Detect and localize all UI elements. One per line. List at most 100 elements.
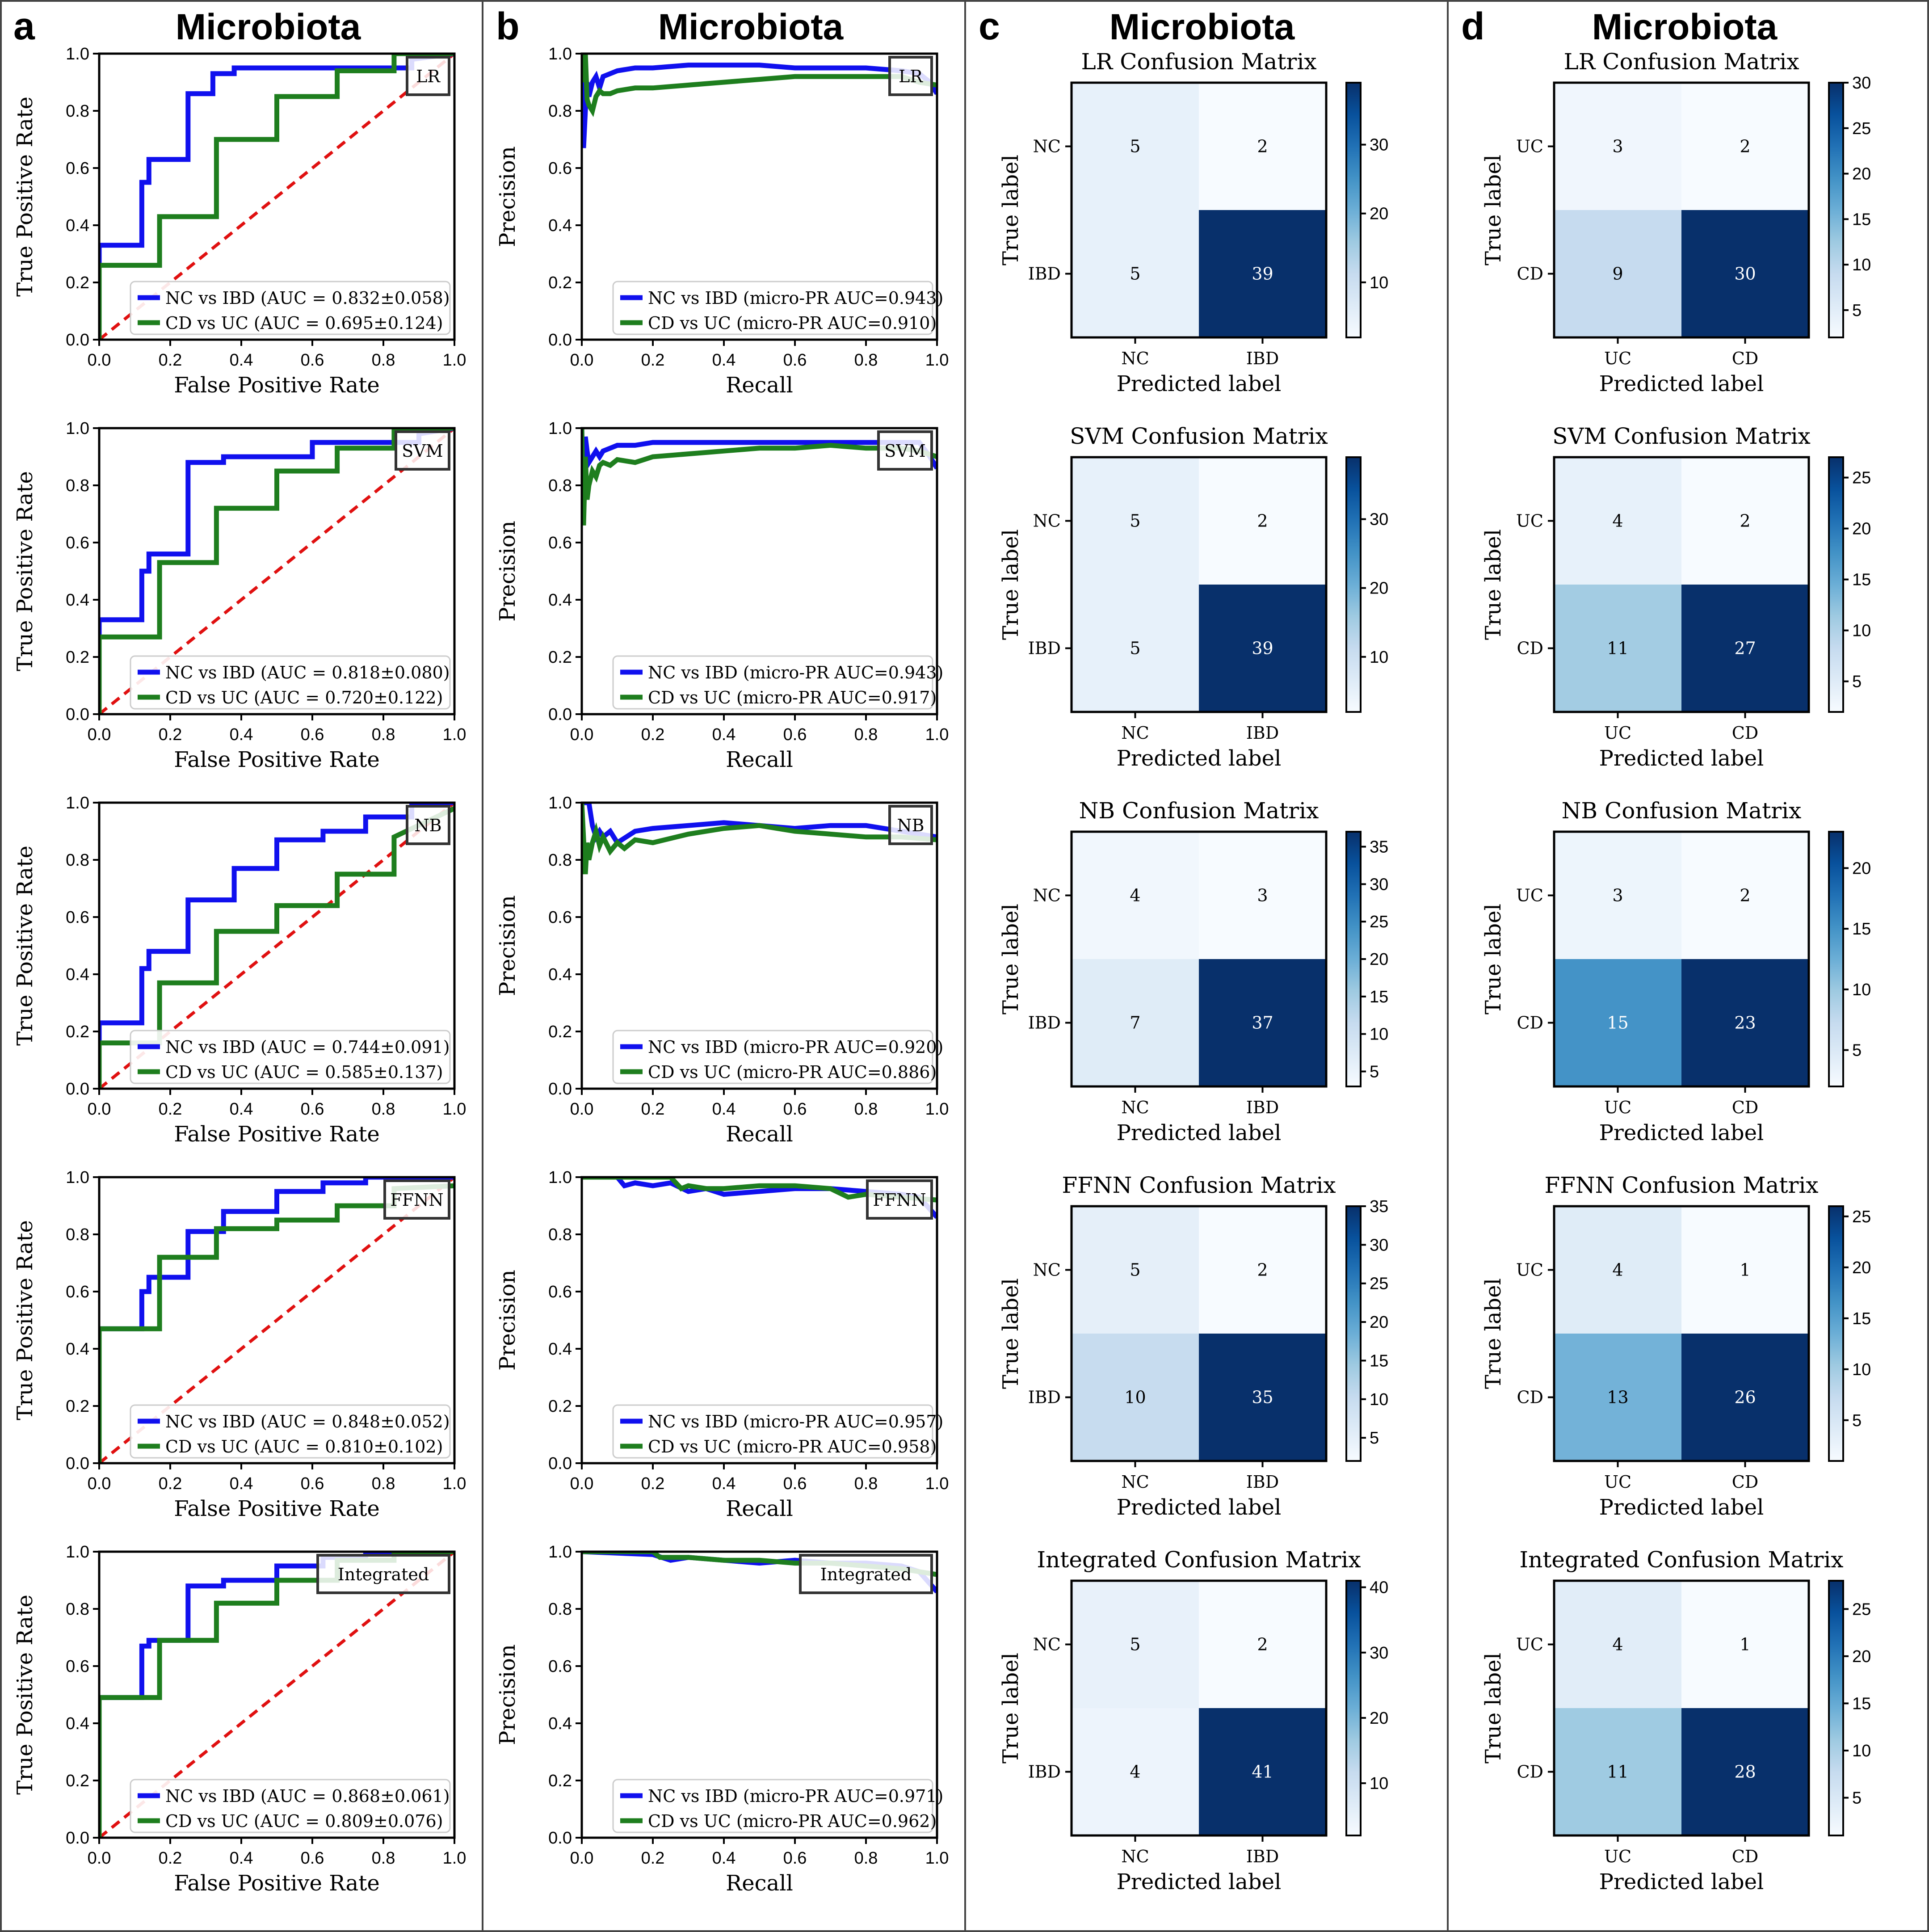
confusion-matrix-0: LR Confusion Matrix 3 2 9 30 UC UC CD CD Predicte… (1481, 49, 1871, 396)
y-axis-label: True label (1481, 529, 1506, 640)
y-tick-label: 0.8 (66, 851, 89, 870)
series-line-green (99, 428, 454, 714)
matrix-cell-value: 23 (1734, 1013, 1756, 1033)
matrix-cell-value: 13 (1607, 1388, 1628, 1407)
matrix-cell (1199, 1581, 1326, 1708)
x-tick-label: 1.0 (925, 1849, 949, 1868)
matrix-cell (1681, 1708, 1809, 1835)
colorbar-tick-label: 10 (1852, 1742, 1871, 1760)
colorbar-tick-label: 20 (1370, 1313, 1388, 1332)
series-line-blue (582, 54, 937, 148)
x-class-label: NC (1121, 1472, 1149, 1492)
matrix-cell (1199, 959, 1326, 1086)
model-badge-label: NB (897, 816, 924, 835)
x-tick-label: 0.0 (88, 1474, 111, 1493)
colorbar-tick-label: 10 (1852, 1360, 1871, 1379)
matrix-cell (1554, 210, 1681, 337)
legend-box (130, 1404, 451, 1459)
y-class-label: NC (1033, 511, 1061, 531)
x-class-label: NC (1121, 1847, 1149, 1866)
plot-frame (98, 801, 456, 1090)
colorbar-tick-label: 20 (1852, 1647, 1871, 1666)
y-tick-label: 0.6 (548, 159, 572, 178)
colorbar-tick-label: 20 (1852, 520, 1871, 539)
plot-frame (580, 1550, 938, 1839)
y-tick-label: 0.6 (66, 908, 89, 927)
y-tick-label: 0.2 (66, 648, 89, 667)
x-tick-label: 0.2 (641, 1100, 665, 1119)
y-class-label: IBD (1028, 264, 1061, 284)
matrix-cell-value: 2 (1740, 137, 1750, 156)
colorbar-tick-label: 20 (1852, 859, 1871, 878)
confusion-matrix-4: Integrated Confusion Matrix 5 2 4 41 NC NC IBD I… (998, 1547, 1388, 1894)
plot-frame (580, 427, 938, 716)
y-tick-label: 0.8 (548, 102, 572, 121)
matrix-cell-value: 7 (1130, 1013, 1140, 1033)
x-axis-label: Predicted label (1117, 1120, 1282, 1145)
colorbar-tick-label: 30 (1370, 1236, 1388, 1254)
y-axis-label: True label (1481, 155, 1506, 265)
x-tick-label: 0.4 (230, 725, 253, 744)
x-class-label: UC (1604, 1098, 1631, 1117)
x-tick-label: 0.0 (570, 1474, 594, 1493)
series-line-green (99, 54, 454, 340)
colorbar (1345, 831, 1362, 1087)
series-line-green (582, 803, 937, 875)
y-tick-label: 0.2 (66, 1772, 89, 1790)
x-tick-label: 0.0 (570, 1849, 594, 1868)
y-tick-label: 0.8 (548, 1225, 572, 1244)
y-class-label: IBD (1028, 1388, 1061, 1407)
x-tick-label: 0.0 (570, 725, 594, 744)
model-badge-label: LR (899, 67, 923, 86)
y-tick-label: 0.8 (66, 102, 89, 121)
plot-pr-integrated: 0.00.0 0.2 0.2 0.4 0.4 0.6 0.6 0.8 0.8 1.0 1.0 Reca… (495, 1543, 949, 1896)
plot-frame (580, 52, 938, 341)
matrix-title: SVM Confusion Matrix (1070, 423, 1328, 449)
plot-roc-lr: 0.0 0.0 0.2 0.2 0.4 0.4 0.6 0.6 0.8 0.8 1.0 1.0 Fals… (13, 45, 466, 398)
chance-line (99, 1177, 454, 1463)
colorbar-tick-label: 20 (1852, 165, 1871, 184)
x-class-label: CD (1732, 723, 1759, 743)
plot-pr-svm: 0.00.0 0.2 0.2 0.4 0.4 0.6 0.6 0.8 0.8 1.0 1.0 Reca… (495, 419, 949, 772)
y-tick-label: 1.0 (548, 1168, 572, 1187)
x-axis-label: False Positive Rate (174, 1122, 380, 1147)
matrix-frame (1553, 830, 1810, 1088)
y-tick-label: 1.0 (66, 794, 89, 812)
y-axis-label: True label (1481, 1653, 1506, 1764)
legend-label: NC vs IBD (micro-PR AUC=0.920) (648, 1037, 943, 1057)
y-tick-label: 0.8 (548, 851, 572, 870)
x-tick-label: 0.8 (854, 1849, 878, 1868)
y-axis-label: Precision (495, 895, 520, 996)
model-badge-label: Integrated (820, 1565, 912, 1584)
x-class-label: CD (1732, 349, 1759, 368)
matrix-cell (1072, 1581, 1199, 1708)
x-tick-label: 0.6 (783, 1100, 807, 1119)
x-axis-label: False Positive Rate (174, 1496, 380, 1521)
y-class-label: IBD (1028, 639, 1061, 658)
y-tick-label: 0.2 (66, 274, 89, 292)
model-badge-label: LR (416, 67, 441, 86)
legend-box (130, 281, 451, 335)
x-tick-label: 0.8 (372, 725, 395, 744)
legend-box (612, 1404, 933, 1459)
matrix-cell-value: 5 (1130, 137, 1140, 156)
x-tick-label: 0.4 (230, 1474, 253, 1493)
panel-letter-b: b (496, 5, 520, 48)
colorbar (1828, 1205, 1844, 1462)
colorbar-tick-label: 25 (1852, 1208, 1871, 1226)
x-axis-label: Recall (726, 1496, 793, 1521)
y-tick-label: 0.0 (66, 1080, 89, 1099)
x-tick-label: 0.6 (301, 1849, 324, 1868)
matrix-cell-value: 1 (1740, 1260, 1750, 1280)
x-class-label: CD (1732, 1472, 1759, 1492)
colorbar-tick-label: 10 (1370, 274, 1388, 292)
matrix-cell-value: 41 (1252, 1762, 1273, 1782)
colorbar-tick-label: 30 (1370, 136, 1388, 155)
matrix-title: SVM Confusion Matrix (1552, 423, 1811, 449)
model-badge-label: FFNN (390, 1190, 443, 1210)
x-tick-label: 0.8 (372, 351, 395, 370)
y-axis-label: True Positive Rate (13, 97, 38, 297)
model-badge (383, 1179, 450, 1220)
y-tick-label: 0.6 (548, 1283, 572, 1301)
model-badge (316, 1554, 450, 1594)
